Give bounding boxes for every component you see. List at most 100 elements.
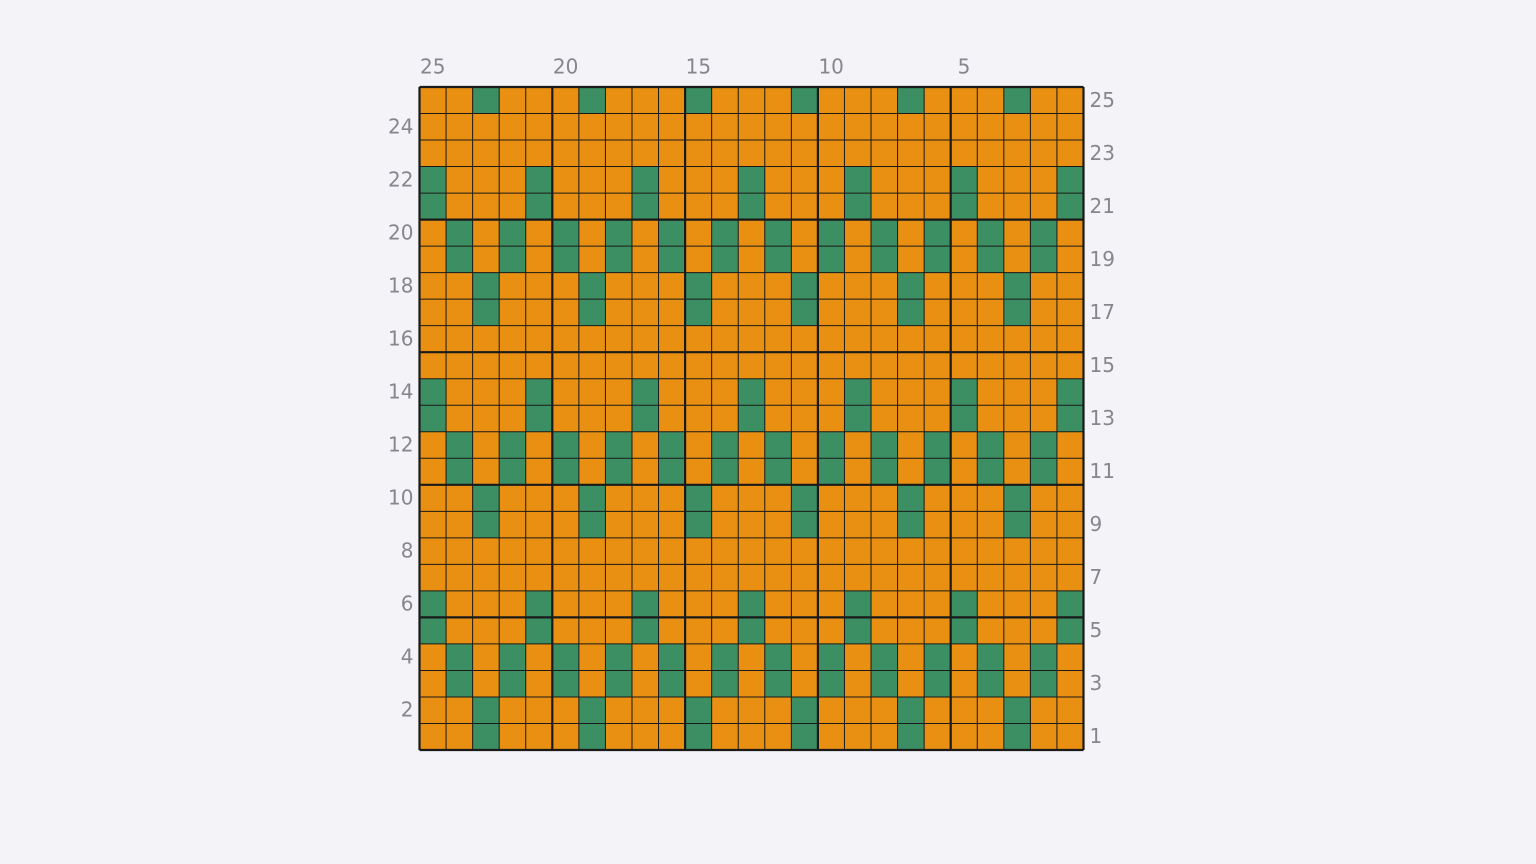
stitch — [552, 643, 579, 671]
stitch — [791, 272, 818, 300]
stitch — [1003, 696, 1031, 724]
stitch — [871, 537, 898, 565]
stitch — [871, 325, 898, 353]
stitch — [1003, 431, 1031, 459]
stitch — [446, 723, 473, 750]
stitch — [578, 166, 606, 194]
stitch — [711, 299, 739, 326]
stitch — [738, 113, 765, 141]
stitch — [764, 405, 792, 432]
stitch — [1030, 87, 1057, 114]
stitch — [817, 696, 845, 724]
stitch — [844, 299, 872, 326]
stitch — [977, 325, 1004, 353]
stitch — [472, 723, 500, 750]
stitch — [844, 246, 872, 273]
stitch — [738, 140, 765, 167]
stitch — [711, 458, 739, 485]
row-label: 7 — [1090, 565, 1103, 589]
stitch — [924, 219, 951, 247]
stitch — [472, 219, 500, 247]
row-label: 2 — [401, 698, 414, 722]
stitch — [977, 484, 1004, 512]
stitch — [499, 643, 526, 671]
stitch — [871, 484, 898, 512]
stitch — [1030, 564, 1057, 591]
stitch — [499, 166, 526, 194]
stitch — [764, 564, 792, 591]
stitch — [658, 405, 686, 432]
stitch — [924, 246, 951, 273]
stitch — [419, 537, 447, 565]
stitch — [871, 431, 898, 459]
stitch — [924, 511, 951, 538]
stitch — [419, 325, 447, 353]
stitch — [499, 670, 526, 697]
stitch — [472, 511, 500, 538]
stitch — [552, 219, 579, 247]
stitch — [711, 643, 739, 671]
stitch — [711, 193, 739, 220]
stitch — [552, 696, 579, 724]
stitch — [791, 484, 818, 512]
stitch — [950, 511, 978, 538]
stitch — [685, 564, 712, 591]
stitch — [871, 617, 898, 644]
stitch — [897, 140, 925, 167]
stitch — [817, 378, 845, 406]
stitch — [1056, 537, 1084, 565]
stitch — [977, 87, 1004, 114]
stitch — [764, 537, 792, 565]
stitch — [711, 537, 739, 565]
stitch — [1056, 193, 1084, 220]
stitch — [446, 590, 473, 618]
stitch — [525, 537, 553, 565]
stitch — [1030, 246, 1057, 273]
stitch — [472, 378, 500, 406]
stitch — [950, 670, 978, 697]
stitch — [578, 537, 606, 565]
stitch — [419, 193, 447, 220]
stitch — [605, 564, 632, 591]
stitch — [844, 537, 872, 565]
stitch — [897, 696, 925, 724]
stitch — [764, 193, 792, 220]
stitch — [419, 272, 447, 300]
stitch — [711, 246, 739, 273]
stitch — [472, 325, 500, 353]
stitch — [499, 723, 526, 750]
stitch — [738, 484, 765, 512]
stitch — [1003, 511, 1031, 538]
stitch — [525, 193, 553, 220]
stitch — [525, 484, 553, 512]
stitch — [791, 113, 818, 141]
stitch — [764, 511, 792, 538]
stitch — [791, 564, 818, 591]
stitch — [924, 193, 951, 220]
stitch — [924, 696, 951, 724]
stitch — [844, 590, 872, 618]
stitch — [419, 87, 447, 114]
stitch — [685, 113, 712, 141]
stitch — [658, 113, 686, 141]
stitch — [552, 113, 579, 141]
stitch — [685, 590, 712, 618]
stitch — [1003, 352, 1031, 379]
stitch — [631, 723, 659, 750]
stitch — [446, 670, 473, 697]
stitch — [897, 246, 925, 273]
stitch — [711, 590, 739, 618]
stitch — [897, 431, 925, 459]
stitch — [472, 670, 500, 697]
stitch — [764, 696, 792, 724]
stitch — [658, 537, 686, 565]
stitch — [817, 484, 845, 512]
stitch — [472, 113, 500, 141]
stitch — [1003, 299, 1031, 326]
stitch — [711, 511, 739, 538]
stitch — [791, 378, 818, 406]
stitch — [871, 564, 898, 591]
row-label: 9 — [1090, 512, 1103, 536]
stitch — [871, 87, 898, 114]
stitch — [446, 378, 473, 406]
